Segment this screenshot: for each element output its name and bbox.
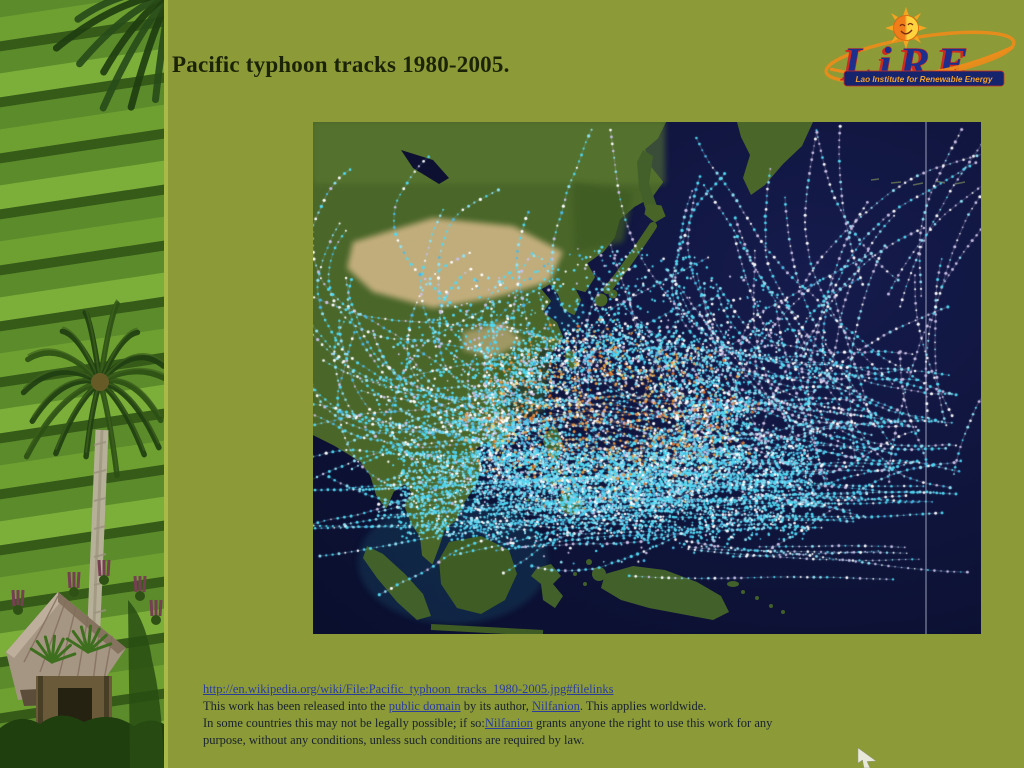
palm-tree-crown-icon [20,299,164,479]
typhoon-tracks-layer [313,122,981,634]
garden-plants [11,559,163,664]
sun-face-icon [885,7,927,49]
attribution-line: This work has been released into the pub… [203,698,853,715]
rice-terrace-photo [0,0,164,768]
attribution-link[interactable]: http://en.wikipedia.org/wiki/File:Pacifi… [203,682,614,696]
attribution-link[interactable]: Nilfanion [484,716,533,730]
attribution-line: In some countries this may not be legall… [203,715,853,732]
attribution-text: This work has been released into the [203,699,389,713]
typhoon-map-image [313,122,981,634]
logo-banner [843,70,1005,87]
photo-divider [164,0,168,768]
attribution-text: grants anyone the right to use this work… [532,716,773,730]
foreground-foliage [0,715,164,768]
attribution-text: purpose, without any conditions, unless … [203,733,585,747]
attribution-text: In some countries this may not be legall… [203,716,485,730]
logo-tagline: Lao Institute for Renewable Energy [856,75,993,84]
attribution-link[interactable]: public domain [388,699,461,713]
attribution-line: http://en.wikipedia.org/wiki/File:Pacifi… [203,681,853,698]
attribution-text: . This applies worldwide. [579,699,707,713]
attribution-link[interactable]: Nilfanion [531,699,580,713]
attribution-text: by its author, [460,699,532,713]
attribution-line: purpose, without any conditions, unless … [203,732,853,749]
palm-fronds-top-icon [52,0,164,112]
lire-logo: LiRE LiRE Lao Institute for Renewable En… [824,7,1016,92]
attribution-block: http://en.wikipedia.org/wiki/File:Pacifi… [203,681,853,749]
slide-title: Pacific typhoon tracks 1980-2005. [172,52,510,77]
mouse-cursor-icon [857,748,877,768]
